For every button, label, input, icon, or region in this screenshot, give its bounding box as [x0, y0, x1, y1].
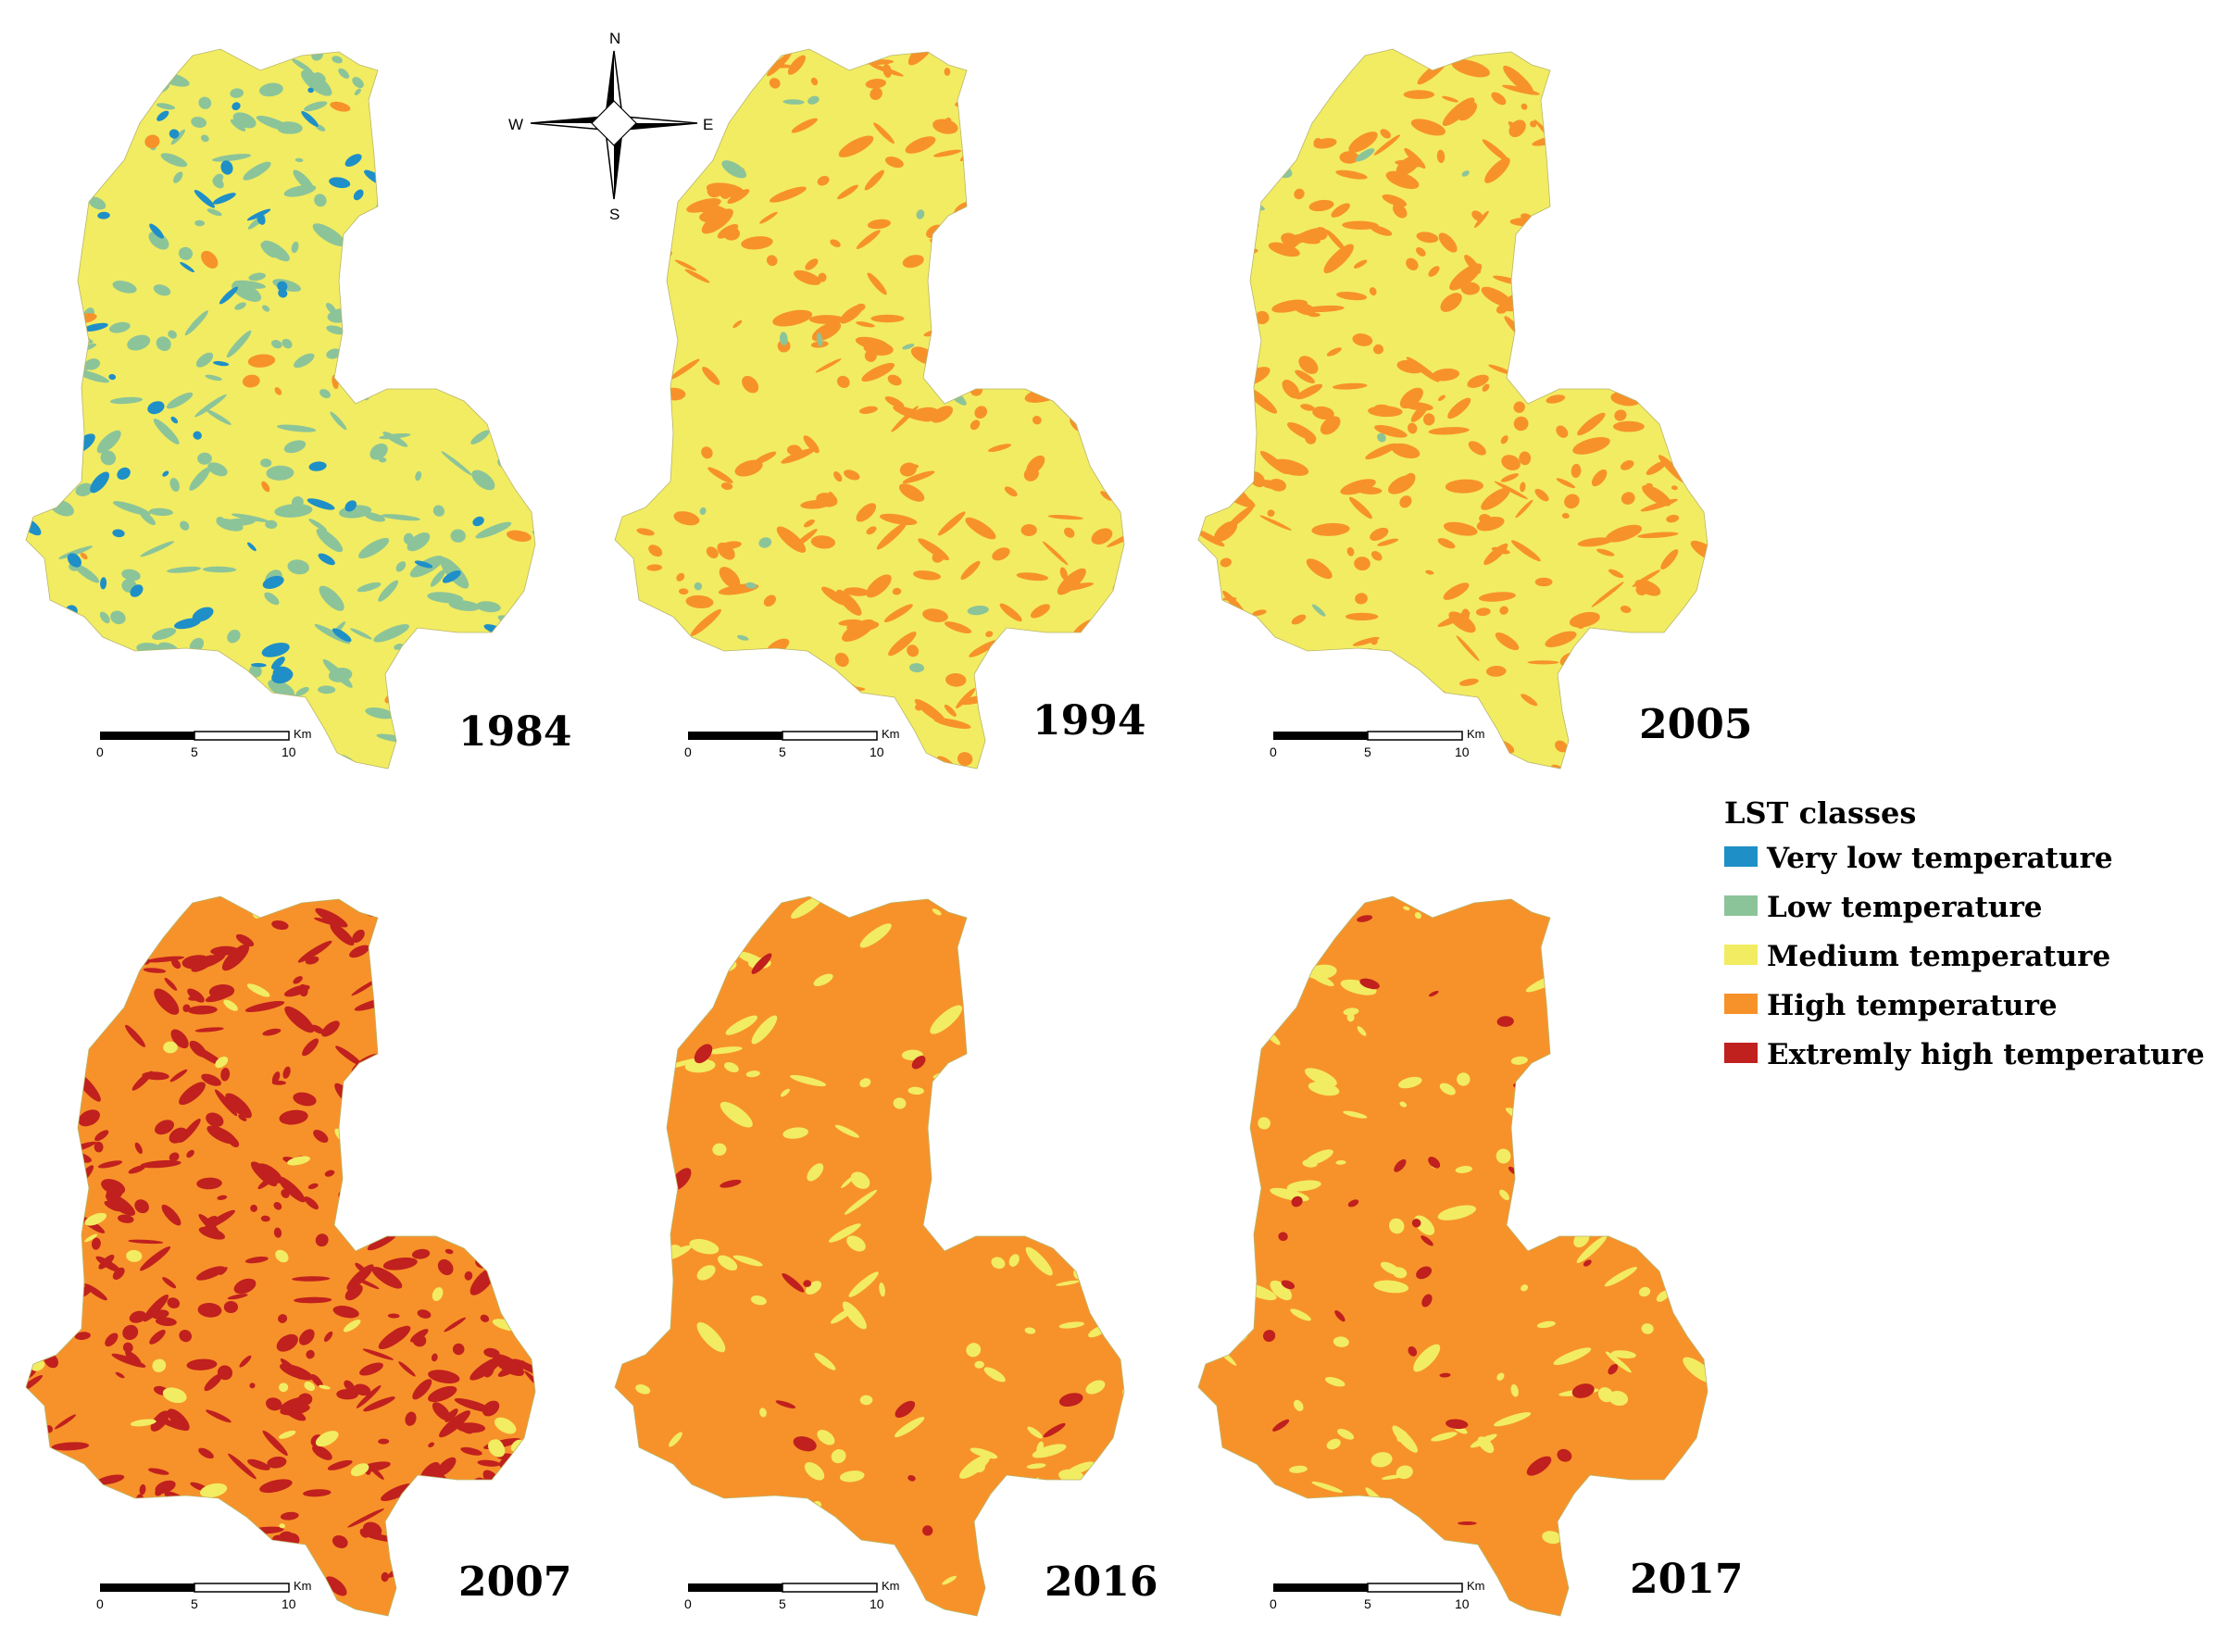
study-area-map [25, 48, 536, 770]
scale-bar-tick-label: 0 [684, 745, 692, 759]
scale-bar-tick-label: 0 [1270, 745, 1277, 759]
scale-bar-unit: Km [882, 727, 900, 741]
scale-bar-tick-label: 5 [1364, 745, 1371, 759]
map-panel-1984: 0 5 10 Km 1984 [25, 48, 571, 770]
legend-label: Extremly high temperature [1767, 1038, 2205, 1071]
scale-bar-tick-label: 10 [282, 745, 296, 759]
scale-bar: 0 5 10 Km [1270, 727, 1485, 759]
year-label: 2017 [1630, 1556, 1743, 1603]
study-area-outline [1197, 48, 1709, 770]
scale-bar: 0 5 10 Km [684, 1579, 900, 1611]
scale-bar-tick-label: 0 [1270, 1596, 1277, 1611]
legend-swatch [1724, 846, 1758, 867]
year-label: 2005 [1639, 701, 1752, 748]
scale-bar-tick-label: 0 [96, 745, 104, 759]
compass-rose-icon: N S E W [508, 30, 713, 223]
year-label: 2016 [1045, 1558, 1158, 1606]
map-panel-2005: 0 5 10 Km 2005 [1197, 48, 1752, 770]
compass-south-label: S [609, 206, 620, 223]
map-panel-2016: 0 5 10 Km 2016 [614, 895, 1158, 1617]
scale-bar-tick-label: 10 [870, 1596, 884, 1611]
year-label: 2007 [458, 1558, 571, 1606]
legend-label: High temperature [1767, 989, 2058, 1022]
study-area-map [1197, 48, 1709, 770]
scale-bar-tick-label: 5 [191, 745, 198, 759]
study-area-outline [614, 895, 1125, 1617]
legend-label: Very low temperature [1766, 842, 2113, 875]
compass-north-label: N [609, 30, 620, 47]
legend: LST classes Very low temperature Low temp… [1724, 795, 2205, 1071]
study-area-outline [25, 895, 536, 1617]
scale-bar: 0 5 10 Km [684, 727, 900, 759]
legend-label: Medium temperature [1767, 940, 2110, 973]
scale-bar-tick-label: 5 [779, 1596, 786, 1611]
legend-swatch [1724, 895, 1758, 916]
compass-east-label: E [703, 116, 713, 133]
scale-bar-unit: Km [882, 1579, 900, 1593]
scale-bar-tick-label: 10 [282, 1596, 296, 1611]
scale-bar-tick-label: 10 [1455, 1596, 1470, 1611]
legend-title: LST classes [1724, 795, 1916, 831]
study-area-outline [25, 48, 536, 770]
scale-bar-unit: Km [1467, 1579, 1485, 1593]
scale-bar: 0 5 10 Km [96, 1579, 312, 1611]
study-area-map [614, 895, 1125, 1617]
legend-swatch [1724, 945, 1758, 965]
year-label: 1984 [458, 708, 571, 756]
map-panel-2017: 0 5 10 Km 2017 [1197, 895, 1743, 1617]
scale-bar-unit: Km [294, 1579, 312, 1593]
legend-swatch [1724, 994, 1758, 1014]
scale-bar-unit: Km [1467, 727, 1485, 741]
map-panels: 0 5 10 Km 1984 0 5 10 Km 1994 0 5 10 Km 2005 0 5 10 Km 2007… [25, 48, 1752, 1617]
study-area-map [1197, 895, 1709, 1617]
base-class-fill [615, 896, 1124, 1616]
scale-bar-tick-label: 10 [1455, 745, 1470, 759]
scale-bar-tick-label: 0 [96, 1596, 104, 1611]
map-panel-1994: 0 5 10 Km 1994 [614, 48, 1145, 770]
base-class-fill [1198, 896, 1708, 1616]
scale-bar-tick-label: 0 [684, 1596, 692, 1611]
legend-label: Low temperature [1767, 891, 2043, 924]
year-label: 1994 [1033, 697, 1145, 745]
scale-bar-tick-label: 5 [191, 1596, 198, 1611]
study-area-outline [1197, 895, 1709, 1617]
compass-west-label: W [508, 116, 523, 133]
study-area-map [25, 895, 536, 1617]
scale-bar: 0 5 10 Km [1270, 1579, 1485, 1611]
scale-bar-tick-label: 5 [1364, 1596, 1371, 1611]
study-area-map [614, 48, 1125, 770]
map-panel-2007: 0 5 10 Km 2007 [25, 895, 571, 1617]
base-class-fill [26, 49, 535, 769]
scale-bar-tick-label: 5 [779, 745, 786, 759]
study-area-outline [614, 48, 1125, 770]
legend-swatch [1724, 1043, 1758, 1063]
scale-bar-unit: Km [294, 727, 312, 741]
scale-bar-tick-label: 10 [870, 745, 884, 759]
scale-bar: 0 5 10 Km [96, 727, 312, 759]
